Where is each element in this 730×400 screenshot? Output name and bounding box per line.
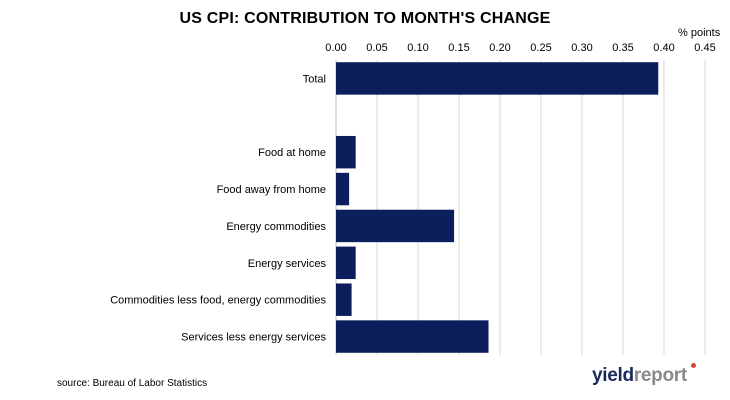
source-note: source: Bureau of Labor Statistics	[57, 378, 208, 389]
x-tick-label: 0.00	[325, 42, 346, 54]
x-tick-label: 0.10	[407, 42, 428, 54]
x-tick-label: 0.15	[448, 42, 469, 54]
x-tick-label: 0.30	[571, 42, 592, 54]
axis-unit-label: % points	[678, 27, 721, 39]
bar	[336, 320, 489, 353]
bar	[336, 172, 350, 206]
category-label: Food away from home	[217, 184, 326, 196]
category-label: Energy commodities	[226, 221, 326, 233]
x-tick-label: 0.35	[612, 42, 633, 54]
logo-accent-dot	[691, 363, 696, 368]
category-label: Food at home	[258, 147, 326, 159]
logo-text-report: report	[633, 365, 687, 386]
category-label: Energy services	[248, 258, 327, 270]
category-label: Services less energy services	[181, 332, 326, 344]
x-tick-label: 0.20	[489, 42, 510, 54]
bar	[336, 135, 356, 169]
x-tick-label: 0.05	[366, 42, 387, 54]
x-tick-label: 0.40	[653, 42, 674, 54]
bar	[336, 62, 659, 95]
bar	[336, 283, 352, 316]
chart-title: US CPI: CONTRIBUTION TO MONTH'S CHANGE	[179, 10, 551, 27]
category-label: Total	[303, 73, 326, 85]
bar	[336, 246, 356, 280]
bar	[336, 209, 455, 243]
x-tick-label: 0.25	[530, 42, 551, 54]
x-tick-label: 0.45	[694, 42, 715, 54]
yieldreport-logo: yieldreport	[592, 365, 687, 387]
logo-text-yield: yield	[592, 365, 634, 386]
category-label: Commodities less food, energy commoditie…	[110, 295, 326, 307]
